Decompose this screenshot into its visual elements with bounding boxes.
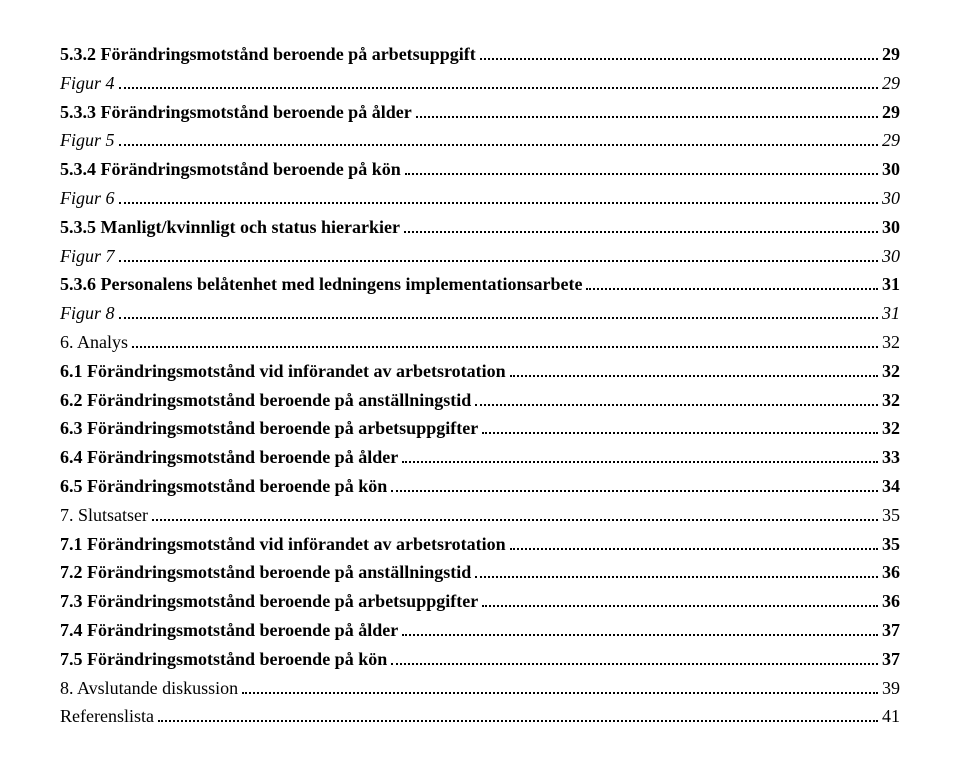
toc-label: 6.5 Förändringsmotstånd beroende på kön (60, 472, 387, 501)
toc-page-number: 37 (882, 645, 900, 674)
toc-page-number: 39 (882, 674, 900, 703)
toc-leader-dots (510, 375, 878, 377)
toc-entry: 5.3.6 Personalens belåtenhet med ledning… (60, 270, 900, 299)
toc-label: Figur 6 (60, 184, 115, 213)
toc-leader-dots (402, 634, 878, 636)
toc-page-number: 30 (882, 184, 900, 213)
toc-entry: Figur 7 30 (60, 242, 900, 271)
toc-leader-dots (391, 490, 878, 492)
toc-label: Figur 8 (60, 299, 115, 328)
toc-page-number: 29 (882, 69, 900, 98)
toc-entry: 5.3.3 Förändringsmotstånd beroende på ål… (60, 98, 900, 127)
toc-label: Figur 7 (60, 242, 115, 271)
toc-label: 7.1 Förändringsmotstånd vid införandet a… (60, 530, 506, 559)
toc-label: 6.4 Förändringsmotstånd beroende på ålde… (60, 443, 398, 472)
toc-label: 7.4 Förändringsmotstånd beroende på ålde… (60, 616, 398, 645)
toc-leader-dots (404, 231, 878, 233)
toc-entry: 7.4 Förändringsmotstånd beroende på ålde… (60, 616, 900, 645)
toc-entry: Figur 8 31 (60, 299, 900, 328)
toc-entry: 7.2 Förändringsmotstånd beroende på anst… (60, 558, 900, 587)
toc-page-number: 37 (882, 616, 900, 645)
toc-entry: 6.3 Förändringsmotstånd beroende på arbe… (60, 414, 900, 443)
toc-page-number: 36 (882, 587, 900, 616)
toc-leader-dots (119, 87, 878, 89)
toc-page-number: 30 (882, 155, 900, 184)
toc-leader-dots (475, 576, 878, 578)
toc-label: Figur 4 (60, 69, 115, 98)
toc-label: 7.2 Förändringsmotstånd beroende på anst… (60, 558, 471, 587)
toc-page-number: 29 (882, 40, 900, 69)
toc-entry: 7.3 Förändringsmotstånd beroende på arbe… (60, 587, 900, 616)
toc-page-number: 31 (882, 270, 900, 299)
toc-leader-dots (586, 288, 878, 290)
toc-page-number: 31 (882, 299, 900, 328)
toc-label: 7. Slutsatser (60, 501, 148, 530)
toc-leader-dots (152, 519, 878, 521)
toc-label: 5.3.5 Manligt/kvinnligt och status hiera… (60, 213, 400, 242)
toc-entry: 7. Slutsatser 35 (60, 501, 900, 530)
toc-page-number: 33 (882, 443, 900, 472)
toc-leader-dots (402, 461, 878, 463)
toc-leader-dots (119, 144, 878, 146)
toc-entry: 6.4 Förändringsmotstånd beroende på ålde… (60, 443, 900, 472)
table-of-contents: 5.3.2 Förändringsmotstånd beroende på ar… (60, 40, 900, 731)
toc-label: 5.3.6 Personalens belåtenhet med ledning… (60, 270, 582, 299)
toc-leader-dots (242, 692, 878, 694)
toc-entry: 6. Analys 32 (60, 328, 900, 357)
toc-page-number: 32 (882, 357, 900, 386)
toc-page-number: 35 (882, 530, 900, 559)
toc-label: 8. Avslutande diskussion (60, 674, 238, 703)
toc-leader-dots (475, 404, 878, 406)
toc-page-number: 32 (882, 414, 900, 443)
toc-label: 5.3.4 Förändringsmotstånd beroende på kö… (60, 155, 401, 184)
toc-leader-dots (391, 663, 878, 665)
toc-page-number: 29 (882, 126, 900, 155)
toc-label: 7.5 Förändringsmotstånd beroende på kön (60, 645, 387, 674)
toc-leader-dots (405, 173, 878, 175)
toc-page-number: 32 (882, 386, 900, 415)
toc-label: 5.3.2 Förändringsmotstånd beroende på ar… (60, 40, 476, 69)
toc-entry: Figur 5 29 (60, 126, 900, 155)
toc-leader-dots (480, 58, 878, 60)
toc-entry: Figur 4 29 (60, 69, 900, 98)
toc-leader-dots (132, 346, 878, 348)
toc-label: 6.2 Förändringsmotstånd beroende på anst… (60, 386, 471, 415)
toc-entry: 8. Avslutande diskussion 39 (60, 674, 900, 703)
toc-leader-dots (482, 605, 878, 607)
toc-entry: 6.2 Förändringsmotstånd beroende på anst… (60, 386, 900, 415)
toc-entry: 5.3.2 Förändringsmotstånd beroende på ar… (60, 40, 900, 69)
toc-label: 6. Analys (60, 328, 128, 357)
toc-label: Figur 5 (60, 126, 115, 155)
toc-entry: 6.1 Förändringsmotstånd vid införandet a… (60, 357, 900, 386)
toc-page-number: 32 (882, 328, 900, 357)
toc-page-number: 34 (882, 472, 900, 501)
toc-entry: Figur 6 30 (60, 184, 900, 213)
toc-leader-dots (482, 432, 878, 434)
toc-page-number: 30 (882, 242, 900, 271)
toc-leader-dots (119, 317, 878, 319)
toc-page-number: 41 (882, 702, 900, 731)
toc-label: 6.1 Förändringsmotstånd vid införandet a… (60, 357, 506, 386)
toc-page-number: 36 (882, 558, 900, 587)
toc-page-number: 29 (882, 98, 900, 127)
toc-label: 6.3 Förändringsmotstånd beroende på arbe… (60, 414, 478, 443)
toc-leader-dots (510, 548, 878, 550)
toc-label: 7.3 Förändringsmotstånd beroende på arbe… (60, 587, 478, 616)
toc-page-number: 30 (882, 213, 900, 242)
toc-label: 5.3.3 Förändringsmotstånd beroende på ål… (60, 98, 412, 127)
toc-entry: 6.5 Förändringsmotstånd beroende på kön 3… (60, 472, 900, 501)
toc-entry: 5.3.5 Manligt/kvinnligt och status hiera… (60, 213, 900, 242)
toc-leader-dots (416, 116, 878, 118)
toc-leader-dots (119, 260, 878, 262)
toc-leader-dots (119, 202, 878, 204)
toc-label: Referenslista (60, 702, 154, 731)
toc-leader-dots (158, 720, 878, 722)
toc-entry: 5.3.4 Förändringsmotstånd beroende på kö… (60, 155, 900, 184)
toc-page-number: 35 (882, 501, 900, 530)
toc-entry: Referenslista 41 (60, 702, 900, 731)
toc-entry: 7.5 Förändringsmotstånd beroende på kön 3… (60, 645, 900, 674)
toc-entry: 7.1 Förändringsmotstånd vid införandet a… (60, 530, 900, 559)
